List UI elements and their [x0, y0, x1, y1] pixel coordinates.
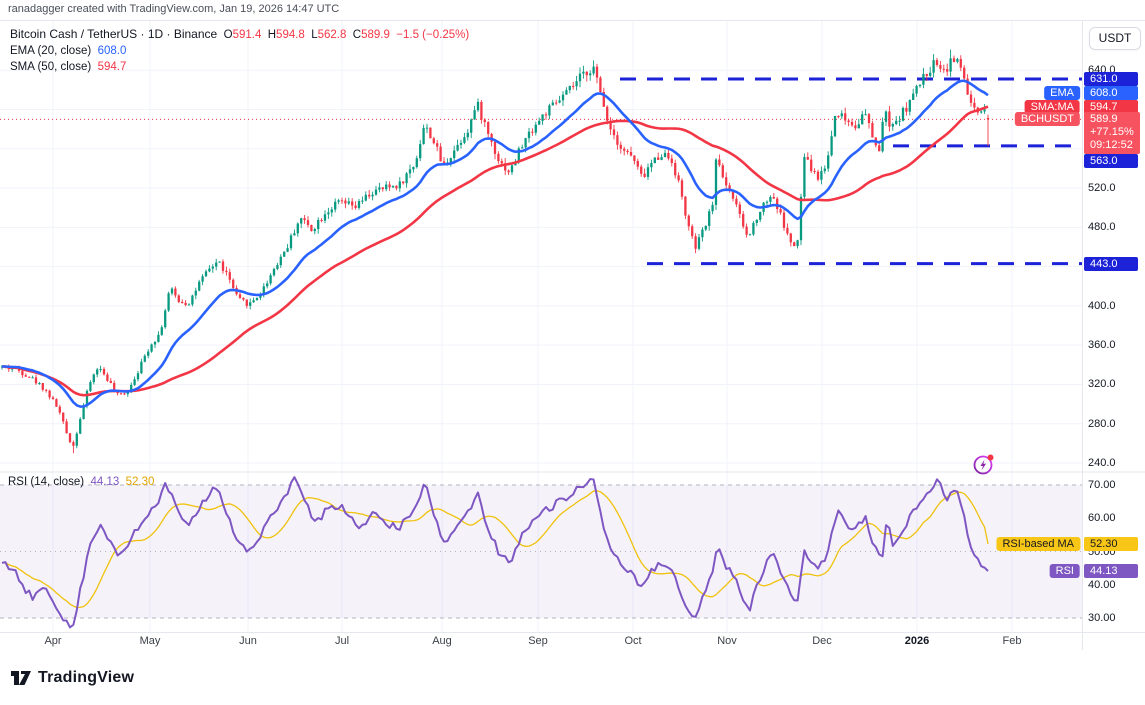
currency-toggle-button[interactable]: USDT [1089, 27, 1141, 50]
price-tick-label: 360.0 [1088, 339, 1116, 352]
price-tick-label: 480.0 [1088, 221, 1116, 234]
time-axis-border [0, 632, 1145, 633]
time-axis-label[interactable]: May [139, 635, 161, 647]
sma-value: 594.7 [97, 61, 127, 73]
price-tick-label: 320.0 [1088, 378, 1116, 391]
indicator-tag-label: SMA:MA [1024, 99, 1080, 114]
price-tick-label: 400.0 [1088, 299, 1116, 312]
time-axis-label[interactable]: Aug [432, 635, 452, 647]
indicator-price-label: 608.0 [1084, 85, 1138, 100]
time-axis-label[interactable]: Dec [812, 635, 832, 647]
rsi-value-label: 52.30 [1084, 536, 1138, 551]
tradingview-logo-word: TradingView [38, 669, 135, 686]
chart-top-border [0, 20, 1145, 21]
open-label: O [223, 29, 233, 41]
rsi-tag-label: RSI [1049, 564, 1080, 579]
rsi-label: RSI (14, close) [8, 476, 85, 488]
rsi-tag-label: RSI-based MA [996, 536, 1080, 551]
low-label: L [311, 29, 318, 41]
time-axis-label[interactable]: Jul [334, 635, 350, 647]
price-tick-label: 520.0 [1088, 182, 1116, 195]
rsi-ma-value: 52.30 [125, 476, 155, 488]
price-tick-label: 280.0 [1088, 417, 1116, 430]
tradingview-logo-icon [11, 671, 31, 685]
symbol-tag-label: BCHUSDT [1014, 112, 1080, 127]
low-value: 562.8 [317, 29, 347, 41]
rsi-tick-label: 70.00 [1088, 479, 1116, 491]
high-label: H [267, 29, 277, 41]
time-axis-label[interactable]: Sep [528, 635, 548, 647]
indicator-price-label: 594.7 [1084, 99, 1138, 114]
close-label: C [352, 29, 362, 41]
rsi-value-label: 44.13 [1084, 564, 1138, 579]
level-price-label: 631.0 [1084, 72, 1138, 87]
tradingview-logo[interactable]: TradingView [10, 668, 134, 688]
high-value: 594.8 [276, 29, 305, 41]
sma-legend-row[interactable]: SMA (50, close) 594.7 [10, 60, 469, 75]
rsi-tick-label: 40.00 [1088, 578, 1116, 591]
symbol-legend[interactable]: Bitcoin Cash / TetherUS · 1D · Binance O… [10, 27, 469, 76]
ema-value: 608.0 [97, 45, 127, 57]
quick-actions-lightning-icon[interactable] [971, 451, 997, 477]
time-axis-label[interactable]: Jun [239, 635, 257, 647]
indicator-tag-label: EMA [1044, 85, 1080, 100]
change-value: −1.5 (−0.25%) [396, 29, 470, 41]
symbol-price-label: 589.9 +77.15% 09:12:52 [1084, 112, 1140, 155]
time-axis-label[interactable]: Feb [1002, 635, 1022, 647]
price-tick-label: 240.0 [1088, 457, 1116, 469]
time-axis-label[interactable]: Apr [44, 635, 62, 647]
level-price-label: 443.0 [1084, 256, 1138, 271]
rsi-value: 44.13 [90, 476, 120, 488]
ema-label: EMA (20, close) [10, 45, 92, 57]
rsi-legend[interactable]: RSI (14, close) 44.13 52.30 [8, 476, 154, 488]
symbol-title: Bitcoin Cash / TetherUS · 1D · Binance [10, 27, 218, 41]
level-price-label: 563.0 [1084, 153, 1138, 168]
sma-label: SMA (50, close) [10, 61, 92, 73]
attribution-text: ranadagger created with TradingView.com,… [8, 3, 340, 15]
ema-legend-row[interactable]: EMA (20, close) 608.0 [10, 44, 469, 59]
time-axis-label[interactable]: Oct [624, 635, 642, 647]
symbol-ohlc-row: Bitcoin Cash / TetherUS · 1D · Binance O… [10, 27, 469, 43]
time-axis-label[interactable]: Nov [717, 635, 737, 647]
price-axis-border[interactable] [1082, 20, 1083, 650]
time-axis-label[interactable]: 2026 [904, 635, 930, 647]
rsi-tick-label: 60.00 [1088, 512, 1116, 525]
close-value: 589.9 [361, 29, 390, 41]
rsi-tick-label: 30.00 [1088, 612, 1116, 624]
open-value: 591.4 [232, 29, 262, 41]
